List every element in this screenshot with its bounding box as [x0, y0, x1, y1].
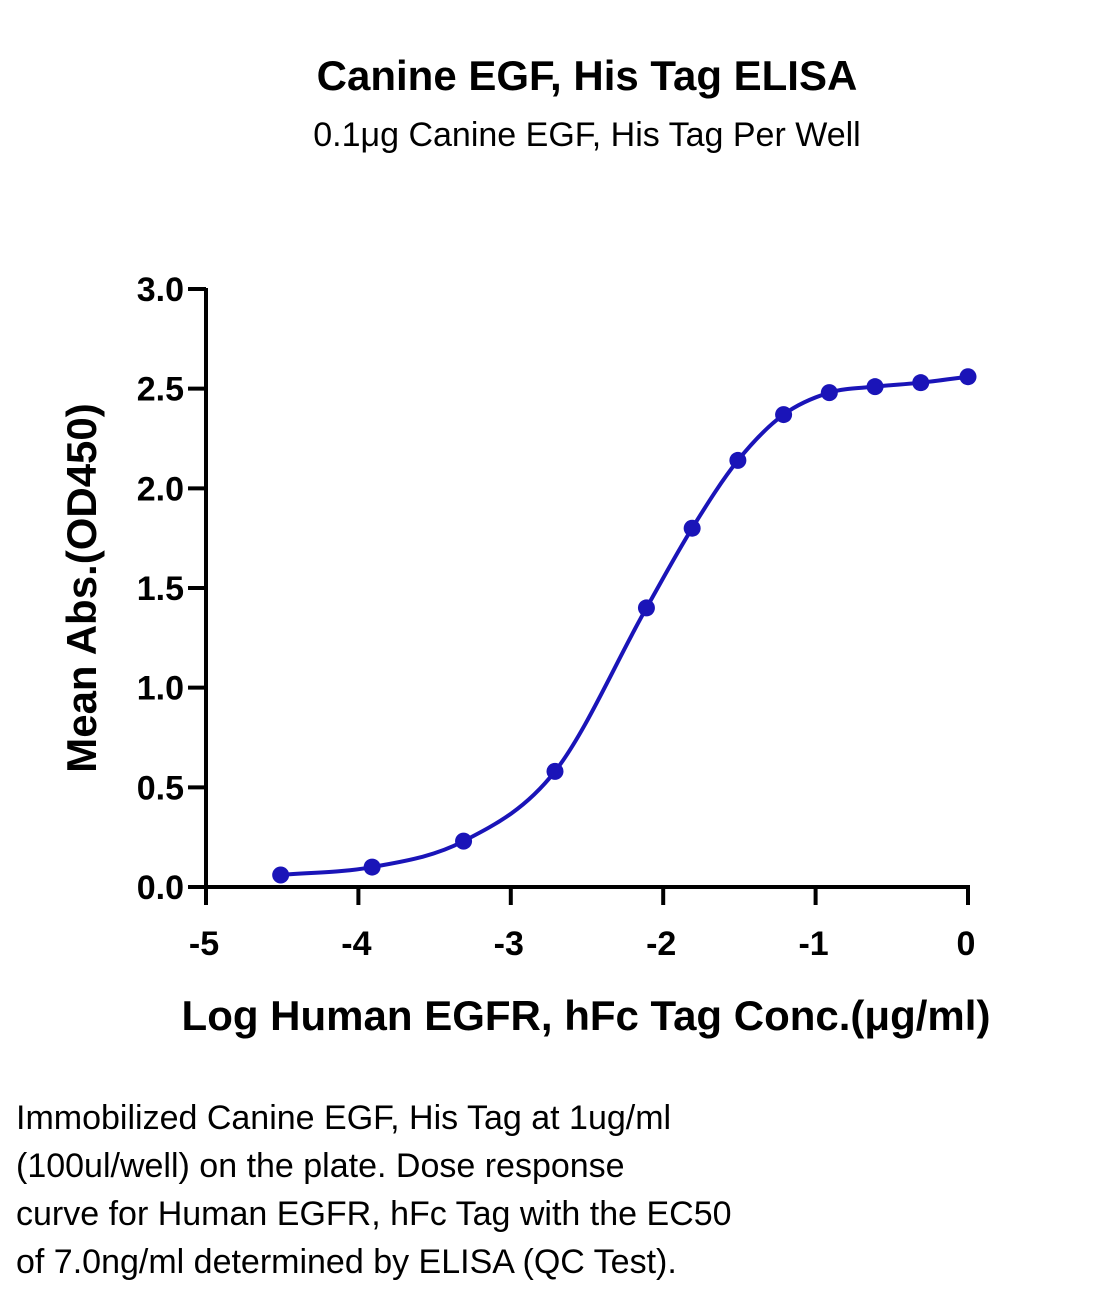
- data-point: [637, 599, 655, 617]
- x-tick-label: 0: [957, 925, 976, 963]
- data-point: [455, 832, 473, 850]
- fitted-curve-layer: [280, 374, 969, 878]
- y-tick-label: 2.5: [137, 371, 184, 409]
- fitted-curve: [280, 374, 969, 878]
- x-axis-label: Log Human EGFR, hFc Tag Conc.(μg/ml): [182, 992, 991, 1039]
- y-tick-label: 0.0: [137, 869, 184, 907]
- data-point: [912, 374, 930, 392]
- data-point: [775, 406, 793, 424]
- x-tick-label: -4: [341, 925, 371, 963]
- caption-line: (100ul/well) on the plate. Dose response: [16, 1147, 625, 1185]
- x-tick-label: -1: [798, 925, 828, 963]
- data-point: [683, 519, 701, 537]
- caption-line: of 7.0ng/ml determined by ELISA (QC Test…: [16, 1243, 677, 1281]
- caption-line: curve for Human EGFR, hFc Tag with the E…: [16, 1195, 732, 1233]
- data-point: [546, 762, 564, 780]
- dose-response-chart: 0.0 0.5 1.0 1.5 2.0 2.5 3.0 -5 -4 -3 -2 -1 0 Log Hum…: [58, 271, 991, 1039]
- x-tick-label: -3: [494, 925, 524, 963]
- chart-title: Canine EGF, His Tag ELISA: [316, 52, 858, 99]
- y-tick-label: 1.5: [137, 570, 184, 608]
- x-tick-label: -5: [189, 925, 219, 963]
- y-tick-label: 2.0: [137, 470, 184, 508]
- data-points-layer: [272, 368, 977, 884]
- data-point: [363, 858, 381, 876]
- y-tick-label: 1.0: [137, 670, 184, 708]
- data-point: [272, 866, 290, 884]
- chart-subtitle: 0.1μg Canine EGF, His Tag Per Well: [313, 116, 861, 154]
- data-point: [729, 451, 747, 469]
- y-tick-label: 3.0: [137, 271, 184, 309]
- data-point: [820, 384, 838, 402]
- y-tick-label: 0.5: [137, 769, 184, 807]
- y-axis-label: Mean Abs.(OD450): [58, 403, 105, 773]
- x-tick-label: -2: [646, 925, 676, 963]
- caption: Immobilized Canine EGF, His Tag at 1ug/m…: [16, 1094, 1016, 1286]
- axes: 0.0 0.5 1.0 1.5 2.0 2.5 3.0 -5 -4 -3 -2 -1 0: [137, 271, 976, 963]
- data-point: [959, 368, 977, 386]
- caption-line: Immobilized Canine EGF, His Tag at 1ug/m…: [16, 1099, 672, 1137]
- data-point: [866, 378, 884, 396]
